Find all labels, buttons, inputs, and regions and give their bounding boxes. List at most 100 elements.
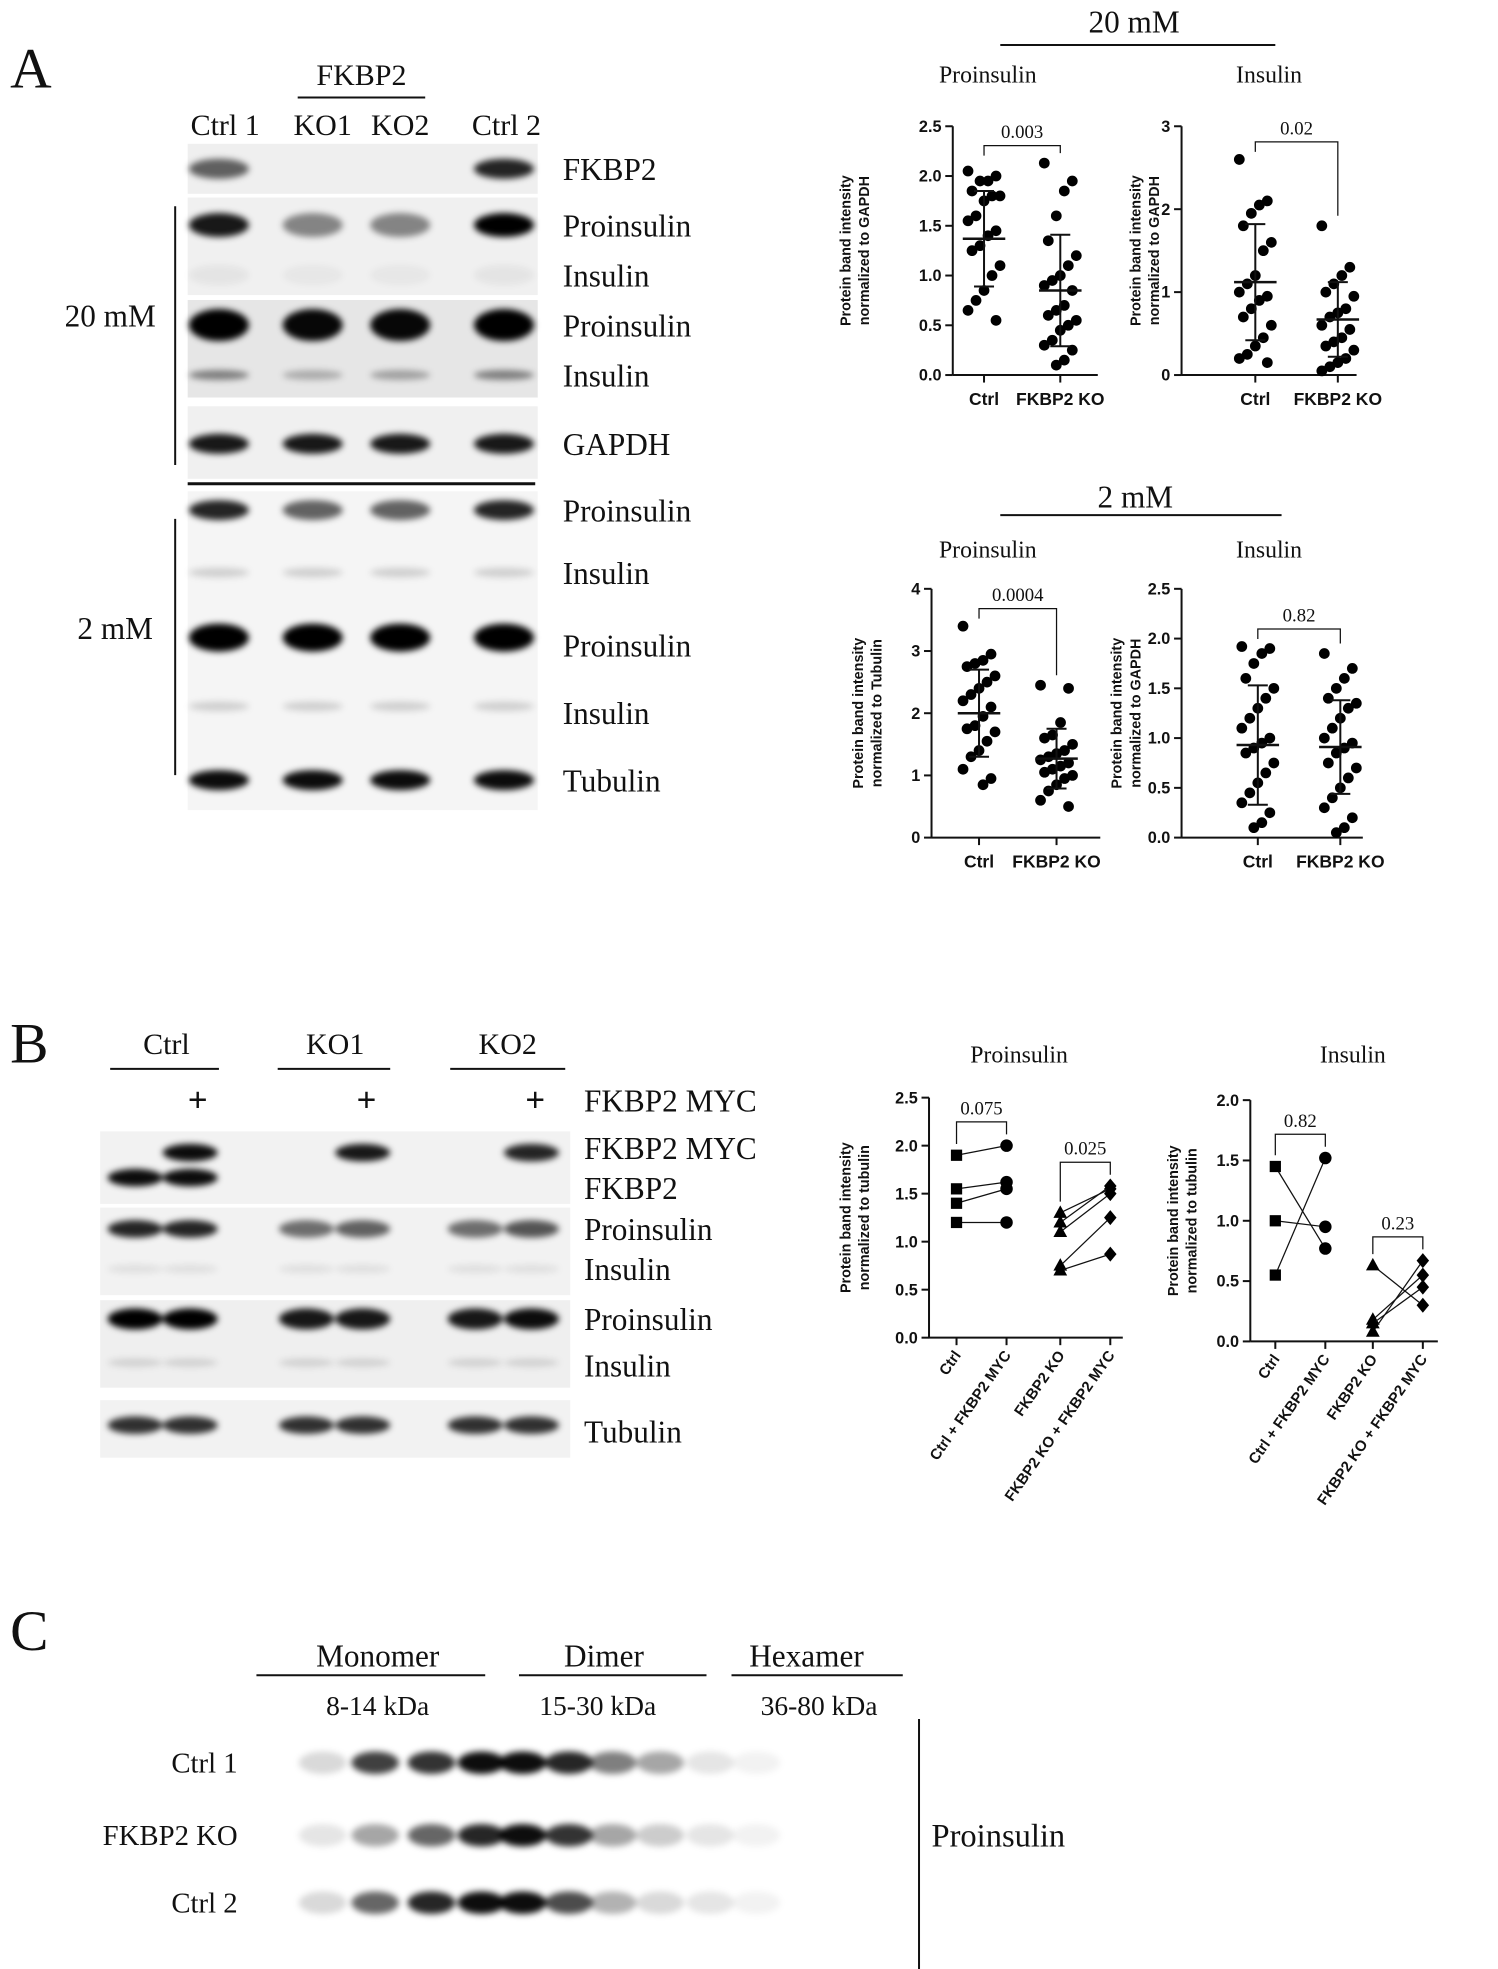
- band: [298, 1891, 347, 1914]
- data-point: [1416, 1297, 1430, 1313]
- data-point: [966, 245, 978, 257]
- significance-bracket: [1274, 1133, 1326, 1156]
- band: [473, 770, 534, 791]
- chart-title: Proinsulin: [970, 1043, 1068, 1069]
- data-point: [1035, 794, 1046, 806]
- p-value: 0.23: [1381, 1213, 1414, 1234]
- data-point: [1236, 641, 1248, 652]
- lane-label: KO2: [479, 1028, 537, 1061]
- data-point: [1043, 785, 1054, 797]
- panel-label: A: [10, 38, 52, 101]
- y-tick-label: 0.0: [919, 367, 942, 385]
- band: [498, 1891, 547, 1914]
- band: [473, 265, 534, 286]
- band: [278, 1220, 334, 1238]
- band: [370, 770, 431, 791]
- y-tick-label: 1.5: [919, 217, 942, 235]
- band: [188, 309, 249, 342]
- band: [107, 1220, 163, 1238]
- data-point: [1241, 278, 1253, 290]
- data-point: [1336, 270, 1348, 281]
- y-tick-label: 4: [911, 580, 920, 598]
- p-value: 0.82: [1284, 1111, 1317, 1132]
- data-point: [1050, 210, 1062, 222]
- data-point: [1264, 643, 1276, 654]
- data-point: [1039, 732, 1050, 744]
- data-point: [1245, 207, 1257, 219]
- data-point: [1264, 732, 1276, 744]
- data-point: [1261, 357, 1273, 368]
- chart-title: Proinsulin: [939, 63, 1037, 89]
- y-tick-label: 2.0: [1216, 1092, 1239, 1110]
- data-point: [1058, 354, 1070, 366]
- data-point: [1320, 286, 1332, 298]
- pair-line: [1059, 1185, 1111, 1223]
- data-point: [950, 1149, 963, 1161]
- band: [473, 433, 534, 454]
- data-point: [1070, 250, 1082, 262]
- band: [188, 623, 249, 652]
- band: [188, 701, 249, 712]
- data-point: [990, 170, 1002, 182]
- band: [503, 1358, 559, 1368]
- band-label: Insulin: [563, 258, 650, 293]
- pair-line: [956, 1188, 1007, 1204]
- band: [162, 1143, 218, 1162]
- data-point: [1038, 280, 1050, 291]
- data-point: [1062, 260, 1074, 271]
- band: [447, 1416, 503, 1434]
- data-point: [1344, 261, 1356, 273]
- band: [503, 1308, 559, 1330]
- band: [351, 1751, 399, 1774]
- data-point: [1318, 648, 1330, 659]
- data-point: [1319, 1242, 1332, 1255]
- data-point: [1342, 772, 1354, 784]
- y-tick-label: 0.5: [895, 1281, 918, 1299]
- chart-title: Insulin: [1236, 538, 1302, 564]
- data-point: [1050, 359, 1062, 371]
- band: [686, 1823, 734, 1847]
- data-point: [1249, 340, 1261, 352]
- blot-strip: [100, 1131, 571, 1204]
- band: [282, 567, 343, 578]
- data-point: [1253, 199, 1265, 211]
- pair-line: [1274, 1166, 1326, 1249]
- y-axis-label: normalized to tubulin: [1185, 1148, 1201, 1293]
- data-point: [1244, 787, 1256, 799]
- band-label: Insulin: [584, 1348, 671, 1383]
- data-point: [1062, 319, 1074, 331]
- data-point: [1265, 236, 1277, 248]
- data-point: [1237, 311, 1249, 323]
- column-header: Hexamer: [749, 1638, 864, 1673]
- band-label: Proinsulin: [563, 493, 692, 528]
- data-point: [1236, 722, 1248, 734]
- pair-line: [1059, 1193, 1111, 1233]
- band: [457, 1891, 506, 1914]
- p-value: 0.0004: [992, 585, 1044, 606]
- data-point: [1233, 286, 1245, 298]
- y-axis-label: Protein band intensity: [1110, 638, 1126, 789]
- band-label: Insulin: [563, 358, 650, 393]
- data-point: [1320, 340, 1332, 352]
- data-point: [1042, 235, 1054, 247]
- band: [457, 1751, 506, 1774]
- data-point: [1059, 773, 1070, 784]
- band: [370, 623, 431, 652]
- band-label: Tubulin: [584, 1415, 682, 1450]
- band: [447, 1308, 503, 1330]
- band: [732, 1891, 781, 1914]
- significance-bracket: [1254, 141, 1339, 216]
- column-header: Dimer: [564, 1638, 644, 1673]
- data-point: [1248, 658, 1260, 669]
- band: [447, 1264, 503, 1274]
- data-point: [1241, 348, 1253, 360]
- band: [503, 1416, 559, 1434]
- data-point: [1324, 311, 1336, 323]
- data-point: [1240, 673, 1252, 684]
- data-point: [1330, 682, 1342, 694]
- p-value: 0.075: [960, 1098, 1002, 1119]
- band: [351, 1823, 399, 1847]
- row-label: Ctrl 2: [171, 1888, 237, 1920]
- data-point: [1330, 747, 1342, 759]
